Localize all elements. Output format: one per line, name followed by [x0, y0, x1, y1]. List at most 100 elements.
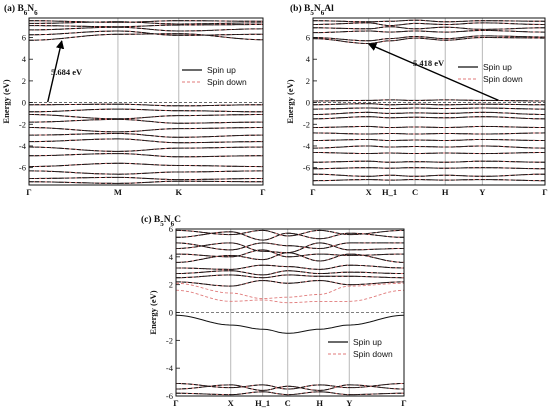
band-overlay: [29, 133, 263, 138]
band-overlay: [313, 107, 545, 110]
panel-a: 6 4 2 0 -2 -4 -6 Energy (eV) Γ M K Γ (a) B6N6 Spin up…: [1, 3, 266, 197]
plot-area: [29, 18, 263, 185]
title-subscript: 5: [160, 220, 164, 228]
band-overlay: [29, 103, 263, 107]
title-text: (b) B: [290, 3, 311, 14]
band-overlay: [313, 99, 545, 102]
ytick-label: 6: [306, 33, 310, 43]
ytick-label: -2: [19, 119, 26, 129]
title-subscript: 5: [310, 9, 314, 17]
band-overlay: [29, 146, 263, 152]
band-spin-down: [313, 37, 545, 44]
band-spin-up: [176, 249, 404, 258]
band-overlay: [313, 30, 545, 33]
band-overlay: [176, 384, 404, 391]
kpoint-label: X: [228, 398, 235, 408]
legend-label-spin-up: Spin up: [353, 337, 382, 347]
ytick-label: -6: [19, 163, 26, 173]
band-overlay: [29, 26, 263, 32]
band-spin-down: [176, 264, 404, 270]
title-subscript: 6: [171, 220, 175, 228]
band-overlay: [29, 127, 263, 133]
band-overlay: [313, 173, 545, 177]
band-overlay: [29, 30, 263, 36]
kpoint-label: Γ: [26, 187, 31, 197]
y-axis-label: Energy (eV): [148, 290, 158, 334]
kpoint-label: C: [412, 187, 418, 197]
band-overlay: [29, 24, 263, 28]
title-text: C: [174, 215, 181, 225]
band-overlay: [313, 35, 545, 42]
kpoint-label: K: [175, 187, 182, 197]
band-overlay: [313, 116, 545, 120]
kpoint-label: M: [114, 187, 122, 197]
band-overlay: [29, 119, 263, 124]
band-overlay: [176, 270, 404, 276]
band-overlay: [176, 383, 404, 390]
band-overlay: [313, 103, 545, 106]
band-overlay: [29, 114, 263, 120]
band-overlay: [176, 391, 404, 395]
band-spin-down: [176, 270, 404, 276]
band-overlay: [176, 280, 404, 287]
kpoint-label: Γ: [260, 187, 265, 197]
band-overlay: [29, 108, 263, 113]
band-spin-up: [176, 252, 404, 263]
ytick-label: -4: [166, 363, 174, 373]
band-overlay: [313, 145, 545, 149]
axes-frame: [28, 17, 264, 186]
band-overlay: [313, 37, 545, 44]
kpoint-label: H: [442, 187, 449, 197]
gap-arrow: [367, 43, 499, 102]
ytick-label: 2: [22, 76, 26, 86]
band-overlay: [29, 153, 263, 158]
legend-label-spin-down: Spin down: [353, 349, 393, 359]
kpoint-label: Γ: [310, 187, 315, 197]
band-overlay: [313, 26, 545, 30]
ytick-label: 6: [22, 33, 26, 43]
kpoint-label: X: [366, 187, 373, 197]
legend-label-spin-down: Spin down: [207, 77, 247, 87]
legend-label-spin-up: Spin up: [207, 65, 236, 75]
ytick-label: 4: [306, 54, 311, 64]
ytick-label: 4: [169, 252, 174, 262]
band-overlay: [29, 20, 263, 23]
ytick-label: 6: [169, 224, 173, 234]
panel-title: (b) B5N6Al: [290, 3, 334, 17]
y-axis-label: Energy (eV): [1, 79, 11, 123]
band-overlay: [313, 152, 545, 155]
band-overlay: [29, 177, 263, 180]
band-overlay: [29, 180, 263, 184]
y-axis-label: Energy (eV): [285, 79, 295, 123]
legend: Spin up Spin down: [328, 337, 393, 359]
plot-area: [313, 18, 545, 185]
ytick-label: -4: [19, 141, 27, 151]
panel-title: (a) B6N6: [4, 3, 38, 17]
plot-area: [176, 229, 404, 396]
title-subscript: 6: [34, 9, 38, 17]
band-overlay: [29, 21, 263, 25]
ytick-label: -4: [303, 141, 311, 151]
band-spin-up: [176, 384, 404, 391]
ytick-label: 0: [22, 98, 26, 108]
kpoint-label: H: [316, 398, 323, 408]
band-overlay: [29, 162, 263, 167]
gap-annotation: 5.418 eV: [413, 58, 445, 68]
ytick-label: 0: [169, 308, 173, 318]
ytick-label: 2: [169, 280, 173, 290]
ytick-label: 4: [22, 54, 27, 64]
gap-arrow: [47, 40, 65, 103]
band-spin-down: [176, 280, 404, 287]
band-overlay: [176, 252, 404, 263]
title-subscript: 6: [24, 9, 28, 17]
ytick-label: -6: [303, 163, 310, 173]
kpoint-label: Γ: [173, 398, 178, 408]
title-text: N: [164, 215, 171, 225]
band-overlay: [29, 138, 263, 144]
band-spin-down: [176, 274, 404, 279]
band-overlay: [29, 33, 263, 41]
band-spin-down: [176, 242, 404, 251]
band-spin-up: [313, 37, 545, 45]
